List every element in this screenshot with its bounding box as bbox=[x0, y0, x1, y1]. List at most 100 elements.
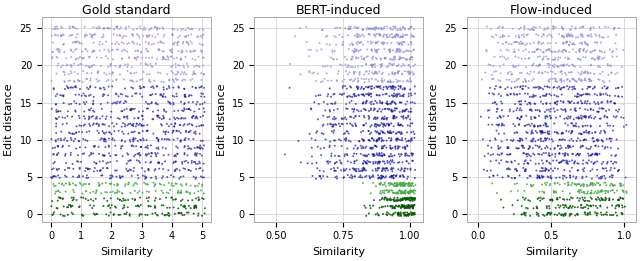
Point bbox=[99, 153, 109, 157]
Point bbox=[169, 109, 179, 113]
Point bbox=[399, 56, 409, 60]
Point bbox=[61, 189, 71, 194]
Point bbox=[70, 108, 81, 112]
Point bbox=[139, 123, 149, 128]
Point bbox=[382, 167, 392, 171]
Point bbox=[582, 130, 592, 135]
Point bbox=[353, 49, 364, 53]
Point bbox=[111, 175, 122, 179]
Point bbox=[332, 78, 342, 82]
Point bbox=[396, 168, 406, 173]
Point bbox=[495, 55, 505, 59]
Point bbox=[176, 199, 186, 203]
Point bbox=[351, 41, 362, 45]
Point bbox=[66, 151, 76, 155]
Point bbox=[92, 212, 102, 216]
Point bbox=[584, 199, 595, 203]
Point bbox=[515, 106, 525, 110]
Point bbox=[69, 79, 79, 83]
Point bbox=[64, 72, 74, 76]
Point bbox=[508, 109, 518, 114]
Point bbox=[610, 101, 620, 105]
Point bbox=[528, 93, 538, 97]
Point bbox=[492, 110, 502, 114]
Point bbox=[602, 205, 612, 210]
Point bbox=[58, 70, 68, 74]
Point bbox=[169, 27, 179, 32]
Point bbox=[53, 189, 63, 193]
Point bbox=[548, 139, 558, 144]
Point bbox=[515, 92, 525, 96]
Point bbox=[388, 62, 399, 66]
Point bbox=[147, 34, 157, 38]
Point bbox=[490, 100, 500, 105]
Point bbox=[161, 146, 171, 151]
Point bbox=[69, 70, 79, 74]
Point bbox=[401, 197, 411, 201]
Point bbox=[575, 145, 586, 150]
Point bbox=[387, 154, 397, 158]
Point bbox=[407, 121, 417, 125]
Point bbox=[181, 129, 191, 133]
Point bbox=[141, 138, 152, 142]
Point bbox=[373, 131, 383, 135]
Point bbox=[341, 106, 351, 111]
Point bbox=[184, 94, 194, 98]
Point bbox=[182, 62, 192, 66]
Point bbox=[501, 57, 511, 62]
Point bbox=[123, 159, 133, 163]
Point bbox=[387, 70, 397, 74]
Point bbox=[518, 80, 528, 84]
Point bbox=[504, 109, 515, 114]
Point bbox=[359, 73, 369, 77]
Point bbox=[602, 121, 612, 126]
Point bbox=[328, 130, 339, 135]
Point bbox=[506, 159, 516, 164]
Point bbox=[397, 173, 408, 177]
Point bbox=[404, 203, 414, 207]
Point bbox=[386, 147, 396, 151]
Point bbox=[538, 169, 548, 173]
Point bbox=[362, 144, 372, 149]
Point bbox=[185, 49, 195, 53]
Point bbox=[580, 50, 591, 54]
Title: Gold standard: Gold standard bbox=[82, 4, 171, 17]
Point bbox=[382, 35, 392, 40]
Point bbox=[503, 93, 513, 98]
Point bbox=[403, 167, 413, 171]
Point bbox=[328, 117, 338, 121]
Point bbox=[400, 205, 410, 209]
Point bbox=[173, 35, 183, 39]
Point bbox=[362, 162, 372, 166]
Point bbox=[594, 25, 604, 29]
Point bbox=[392, 139, 402, 143]
Point bbox=[63, 213, 73, 217]
Point bbox=[197, 35, 207, 40]
Point bbox=[168, 175, 179, 179]
Point bbox=[116, 175, 127, 179]
Point bbox=[519, 34, 529, 39]
Point bbox=[522, 130, 532, 134]
Point bbox=[53, 137, 63, 141]
Point bbox=[147, 100, 157, 104]
Point bbox=[541, 101, 552, 105]
Point bbox=[388, 191, 398, 195]
Point bbox=[509, 50, 519, 54]
Point bbox=[559, 40, 569, 45]
Point bbox=[369, 108, 379, 112]
Point bbox=[597, 144, 607, 148]
Point bbox=[372, 166, 383, 170]
Point bbox=[377, 154, 387, 158]
Point bbox=[179, 152, 189, 157]
Point bbox=[381, 92, 392, 96]
Point bbox=[499, 34, 509, 39]
Point bbox=[409, 188, 419, 192]
Point bbox=[552, 130, 562, 134]
Point bbox=[568, 35, 578, 39]
Point bbox=[108, 70, 118, 75]
Point bbox=[548, 169, 558, 173]
Point bbox=[337, 117, 348, 121]
Point bbox=[385, 212, 396, 217]
Point bbox=[344, 132, 354, 136]
Point bbox=[362, 48, 372, 52]
